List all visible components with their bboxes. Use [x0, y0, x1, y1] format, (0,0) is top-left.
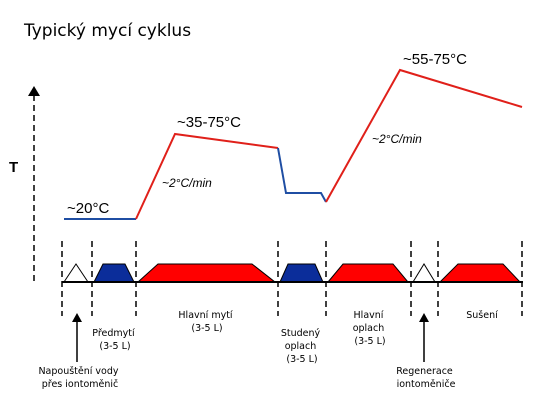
regeneration-annotation-arrowhead-icon — [419, 313, 429, 322]
heating-rate-label-second: ~2°C/min — [372, 132, 422, 146]
diagram-title: Typický mycí cyklus — [23, 21, 191, 41]
temperature-axis-label: T — [9, 159, 18, 176]
temperature-curve-main-wash — [135, 132, 279, 220]
phase-shape-main-wash — [136, 263, 277, 283]
phase-label-cold-rinse: Studený oplach (3-5 L) — [281, 328, 323, 365]
temperature-label-final-rinse: ~55-75°C — [403, 51, 467, 68]
temperature-axis-arrowhead-icon — [28, 86, 40, 96]
phase-shape-cold-rinse — [279, 263, 324, 283]
temperature-curve-final-rinse — [325, 68, 523, 203]
phase-shape-main-rinse — [326, 263, 410, 283]
phase-label-prewash: Předmytí (3-5 L) — [92, 328, 137, 352]
heating-rate-label-first: ~2°C/min — [162, 176, 212, 190]
phase-shape-prewash — [93, 263, 135, 283]
annotation-label-fill: Napouštění vody přes iontoměnič — [38, 366, 121, 390]
annotation-label-regeneration: Regenerace iontoměniče — [396, 366, 456, 390]
phase-shape-regeneration — [412, 263, 436, 283]
phase-shape-drying — [438, 263, 522, 283]
temperature-label-main-wash: ~35-75°C — [177, 114, 241, 131]
phase-separators — [61, 241, 523, 316]
temperature-curve-cold-rinse — [277, 147, 327, 203]
phase-label-main-rinse: Hlavní oplach (3-5 L) — [353, 310, 388, 347]
phase-label-drying: Sušení — [466, 310, 498, 321]
fill-annotation-arrowhead-icon — [72, 313, 82, 322]
phase-shape-fill — [63, 263, 89, 283]
temperature-label-initial: ~20°C — [67, 200, 109, 217]
phase-label-main-wash: Hlavní mytí (3-5 L) — [178, 310, 235, 334]
